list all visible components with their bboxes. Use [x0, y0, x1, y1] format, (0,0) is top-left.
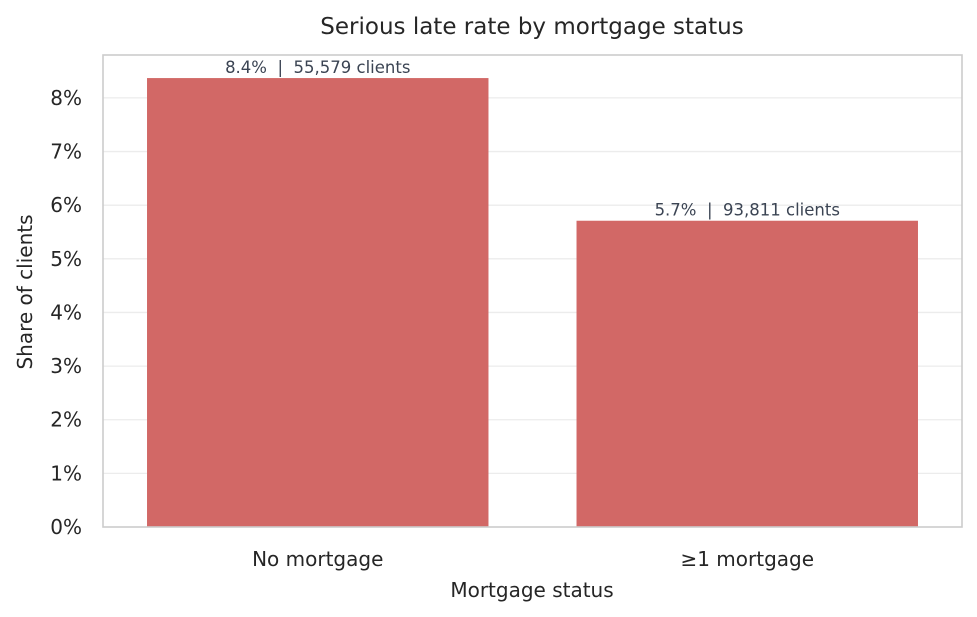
- bar-data-label: 5.7% | 93,811 clients: [655, 201, 840, 220]
- bar: [576, 220, 918, 527]
- bar: [147, 78, 489, 528]
- y-tick-label: 4%: [50, 300, 82, 324]
- y-tick-label: 5%: [50, 247, 82, 271]
- y-tick-label: 6%: [50, 193, 82, 217]
- x-tick-label: ≥1 mortgage: [680, 547, 814, 571]
- x-axis-label: Mortgage status: [450, 578, 613, 602]
- chart-title: Serious late rate by mortgage status: [320, 14, 743, 40]
- y-tick-label: 2%: [50, 408, 82, 432]
- y-tick-label: 0%: [50, 515, 82, 539]
- x-tick-label: No mortgage: [252, 547, 383, 571]
- x-axis-ticks: No mortgage ≥1 mortgage: [252, 547, 814, 571]
- bar-data-labels: 8.4% | 55,579 clients 5.7% | 93,811 clien…: [225, 58, 840, 220]
- y-tick-label: 1%: [50, 461, 82, 485]
- y-tick-label: 3%: [50, 354, 82, 378]
- y-axis-label: Share of clients: [13, 214, 37, 369]
- y-tick-label: 8%: [50, 86, 82, 110]
- bar-data-label: 8.4% | 55,579 clients: [225, 58, 410, 77]
- y-axis-ticks: 0% 1% 2% 3% 4% 5% 6% 7% 8%: [50, 86, 82, 539]
- y-tick-label: 7%: [50, 140, 82, 164]
- bars: [147, 78, 918, 528]
- plot-frame: [102, 54, 963, 528]
